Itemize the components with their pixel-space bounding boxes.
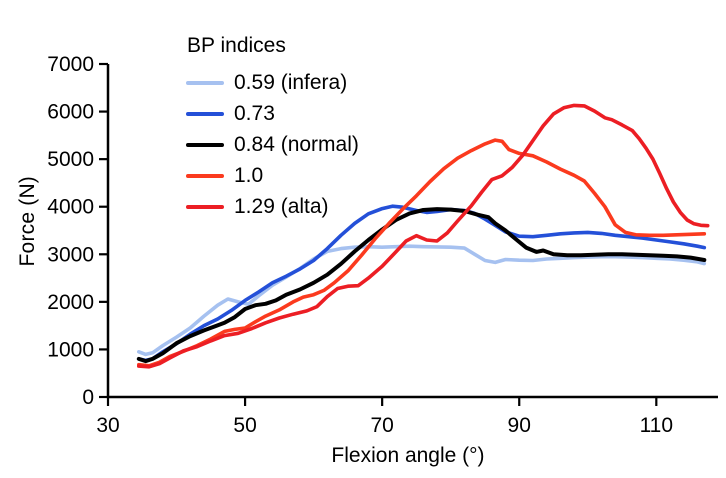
legend-entry-label: 0.73 [234,101,275,125]
legend-line-swatch-icon [186,173,224,178]
y-tick-label: 4000 [47,196,94,219]
series-line-0-59-infera [137,244,707,357]
legend-entry: 0.59 (infera) [186,67,359,98]
x-tick-label: 30 [96,414,119,437]
legend-line-swatch-icon [186,80,224,85]
x-tick-label: 90 [508,414,531,437]
y-tick-label: 3000 [47,243,94,266]
y-axis-label: Force (N) [16,176,39,267]
legend-entry: 0.84 (normal) [186,129,359,160]
y-tick-label: 0 [82,386,94,409]
legend-entry-label: 0.84 (normal) [234,132,359,156]
x-tick-label: 110 [640,414,673,437]
legend-line-swatch-icon [186,142,224,147]
legend-entry: 1.29 (alta) [186,191,359,222]
y-tick-label: 6000 [47,101,94,124]
legend-entry-label: 0.59 (infera) [234,70,348,94]
x-tick-label: 50 [233,414,256,437]
y-tick-label: 7000 [47,53,94,76]
series-line-1-0 [137,138,707,368]
y-tick-label: 2000 [47,291,94,314]
x-axis-label: Flexion angle (°) [331,444,485,467]
legend-entry: 1.0 [186,160,359,191]
series-line-1-29-alta [137,103,710,369]
legend-entry-label: 1.0 [234,163,264,187]
legend-entry: 0.73 [186,98,359,129]
legend-title: BP indices [187,34,286,57]
legend-rows: 0.59 (infera) 0.73 0.84 (normal) 1.0 1.2… [186,67,359,222]
series-line-0-84-normal [136,207,707,364]
x-tick-label: 70 [370,414,393,437]
legend-line-swatch-icon [186,111,224,116]
legend: BP indices 0.59 (infera) 0.73 0.84 (norm… [186,34,359,222]
legend-entry-label: 1.29 (alta) [234,194,329,218]
y-tick-label: 1000 [47,338,94,361]
y-tick-label: 5000 [47,148,94,171]
legend-line-swatch-icon [186,204,224,209]
